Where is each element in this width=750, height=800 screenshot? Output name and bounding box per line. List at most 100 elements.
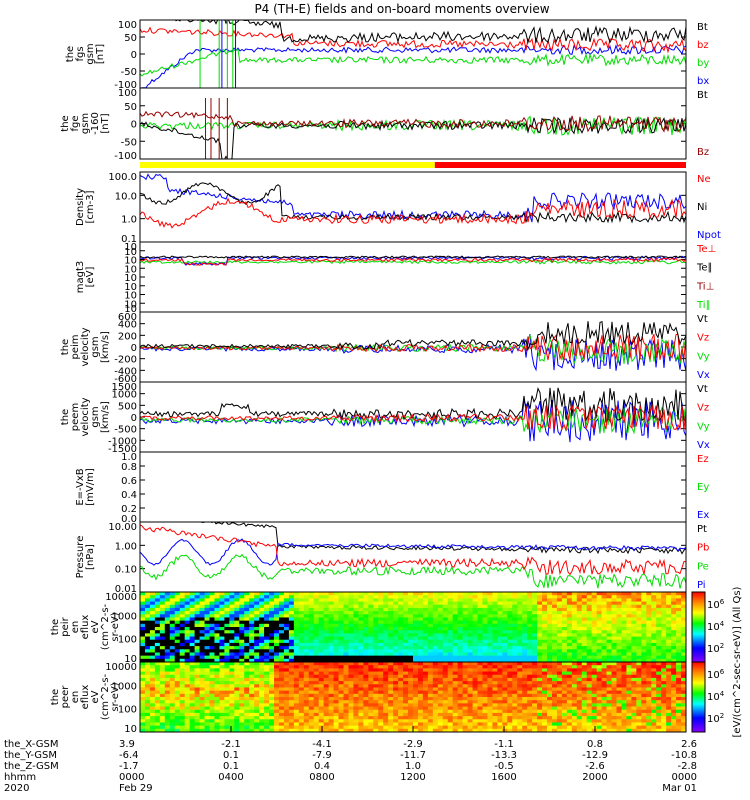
heatmap-cell <box>403 690 409 695</box>
heatmap-cell <box>308 700 315 704</box>
heatmap-cell <box>288 662 295 666</box>
heatmap-cell <box>298 636 305 641</box>
heatmap-cell <box>636 655 642 660</box>
heatmap-cell <box>149 617 156 622</box>
heatmap-cell <box>676 601 682 606</box>
heatmap-cell <box>477 716 484 720</box>
heatmap-cell <box>581 633 588 638</box>
heatmap-cell <box>328 665 335 669</box>
heatmap-cell <box>219 627 225 631</box>
heatmap-cell <box>596 633 603 638</box>
heatmap-cell <box>269 652 275 657</box>
heatmap-cell <box>313 617 320 622</box>
heatmap-cell <box>199 677 206 682</box>
heatmap-cell <box>338 677 345 682</box>
heatmap-cell <box>194 636 201 641</box>
heatmap-cell <box>636 703 642 708</box>
heatmap-cell <box>522 652 528 657</box>
heatmap-cell <box>467 652 474 657</box>
heatmap-cell <box>537 595 543 599</box>
heatmap-cell <box>621 725 628 730</box>
heatmap-cell <box>333 614 340 619</box>
heatmap-cell <box>462 636 469 641</box>
heatmap-cell <box>269 668 275 673</box>
heatmap-cell <box>224 592 230 596</box>
heatmap-cell <box>378 607 384 612</box>
heatmap-cell <box>591 598 598 603</box>
heatmap-cell <box>348 639 355 644</box>
heatmap-cell <box>502 709 508 714</box>
heatmap-cell <box>417 668 424 673</box>
heatmap-cell <box>313 665 320 669</box>
heatmap-cell <box>542 716 548 720</box>
heatmap-cell <box>229 604 235 609</box>
y-tick-label: 200 <box>118 331 137 342</box>
heatmap-cell <box>283 671 290 676</box>
heatmap-cell <box>571 668 578 673</box>
heatmap-cell <box>522 665 528 669</box>
heatmap-cell <box>566 601 573 606</box>
heatmap-cell <box>209 665 216 669</box>
heatmap-cell <box>556 642 563 647</box>
heatmap-cell <box>611 716 618 720</box>
heatmap-cell <box>492 719 498 724</box>
heatmap-cell <box>422 630 429 634</box>
heatmap-cell <box>621 595 628 599</box>
heatmap-cell <box>343 700 350 704</box>
heatmap-cell <box>522 709 528 714</box>
heatmap-cell <box>512 681 518 685</box>
heatmap-cell <box>293 592 300 596</box>
heatmap-cell <box>313 658 320 662</box>
heatmap-cell <box>274 598 280 603</box>
heatmap-cell <box>244 665 250 669</box>
heatmap-cell <box>502 604 508 609</box>
heatmap-cell <box>338 690 345 695</box>
heatmap-cell <box>219 646 225 650</box>
heatmap-cell <box>427 671 434 676</box>
heatmap-cell <box>576 681 583 685</box>
heatmap-cell <box>239 639 245 644</box>
heatmap-cell <box>427 592 434 596</box>
heatmap-cell <box>586 658 593 662</box>
heatmap-cell <box>298 604 305 609</box>
heatmap-cell <box>472 719 479 724</box>
heatmap-cell <box>442 706 449 711</box>
heatmap-cell <box>631 712 637 717</box>
heatmap-cell <box>616 601 623 606</box>
heatmap-cell <box>472 671 479 676</box>
y-tick-label: 0 <box>131 120 137 131</box>
heatmap-cell <box>264 719 270 724</box>
heatmap-cell <box>547 722 553 727</box>
heatmap-cell <box>566 617 573 622</box>
heatmap-cell <box>576 671 583 676</box>
heatmap-cell <box>174 595 181 599</box>
heatmap-cell <box>532 709 538 714</box>
heatmap-cell <box>512 649 518 654</box>
panel-content <box>140 321 686 372</box>
heatmap-cell <box>323 681 330 685</box>
heatmap-cell <box>378 620 384 625</box>
heatmap-cell <box>576 598 583 603</box>
heatmap-cell <box>179 662 186 666</box>
heatmap-cell <box>522 646 528 650</box>
heatmap-cell <box>492 687 498 692</box>
heatmap-cell <box>566 636 573 641</box>
heatmap-cell <box>641 617 647 622</box>
heatmap-cell <box>671 604 677 609</box>
heatmap-cell <box>601 709 608 714</box>
heatmap-cell <box>631 607 637 612</box>
heatmap-cell <box>497 674 503 679</box>
heatmap-cell <box>551 690 558 695</box>
heatmap-cell <box>427 665 434 669</box>
heatmap-cell <box>288 639 295 644</box>
heatmap-cell <box>140 677 146 682</box>
heatmap-cell <box>547 617 553 622</box>
heatmap-cell <box>661 658 667 662</box>
heatmap-cell <box>239 642 245 647</box>
heatmap-cell <box>204 722 211 727</box>
heatmap-cell <box>144 703 151 708</box>
heatmap-cell <box>547 633 553 638</box>
heatmap-cell <box>576 700 583 704</box>
heatmap-cell <box>149 604 156 609</box>
heatmap-cell <box>591 671 598 676</box>
